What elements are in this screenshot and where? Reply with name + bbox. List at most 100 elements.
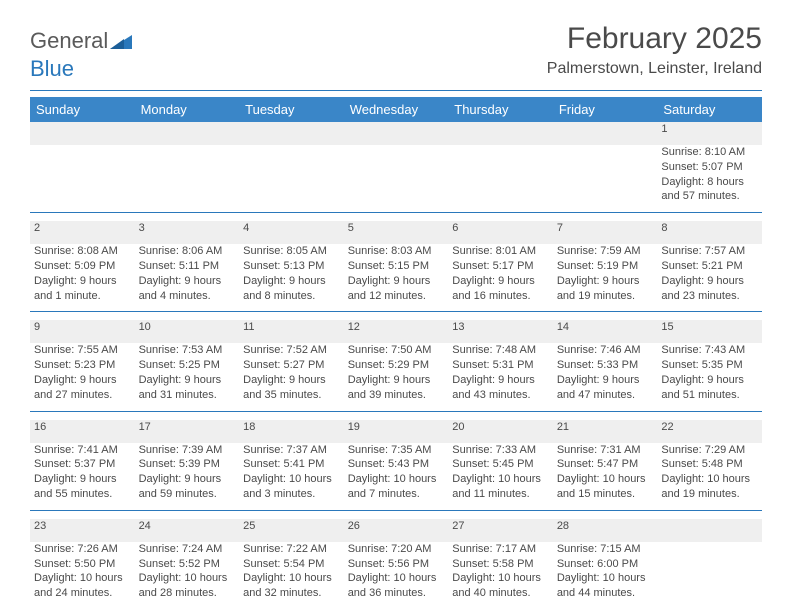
sunset-text: Sunset: 5:27 PM [243,358,340,373]
day-header: Monday [135,97,240,122]
sunrise-text: Sunrise: 7:59 AM [557,244,654,259]
day1-text: Daylight: 9 hours [557,373,654,388]
sunrise-text: Sunrise: 7:52 AM [243,343,340,358]
sunset-text: Sunset: 5:07 PM [661,160,758,175]
day2-text: and 3 minutes. [243,487,340,502]
day-number: 8 [657,221,762,244]
sunset-text: Sunset: 5:35 PM [661,358,758,373]
sunset-text: Sunset: 5:23 PM [34,358,131,373]
day1-text: Daylight: 10 hours [139,571,236,586]
day-cell: Sunrise: 7:59 AMSunset: 5:19 PMDaylight:… [553,244,658,312]
day-number: 19 [344,420,449,443]
sunrise-text: Sunrise: 7:15 AM [557,542,654,557]
title-block: February 2025 Palmerstown, Leinster, Ire… [547,22,762,78]
day-number: 10 [135,320,240,343]
day-cell: Sunrise: 7:41 AMSunset: 5:37 PMDaylight:… [30,443,135,511]
day-number-row: 1 [30,122,762,145]
sunrise-text: Sunrise: 7:55 AM [34,343,131,358]
sunrise-text: Sunrise: 7:48 AM [452,343,549,358]
sunrise-text: Sunrise: 7:24 AM [139,542,236,557]
day2-text: and 44 minutes. [557,586,654,601]
calendar-table: Sunday Monday Tuesday Wednesday Thursday… [30,97,762,609]
day-number: 5 [344,221,449,244]
sunset-text: Sunset: 5:19 PM [557,259,654,274]
day-content-row: Sunrise: 7:55 AMSunset: 5:23 PMDaylight:… [30,343,762,411]
day2-text: and 47 minutes. [557,388,654,403]
sunrise-text: Sunrise: 7:22 AM [243,542,340,557]
sunrise-text: Sunrise: 7:50 AM [348,343,445,358]
day-cell: Sunrise: 7:26 AMSunset: 5:50 PMDaylight:… [30,542,135,609]
day-number [448,122,553,145]
day1-text: Daylight: 10 hours [452,472,549,487]
day-cell: Sunrise: 7:52 AMSunset: 5:27 PMDaylight:… [239,343,344,411]
day-cell: Sunrise: 7:43 AMSunset: 5:35 PMDaylight:… [657,343,762,411]
day-header: Sunday [30,97,135,122]
sunrise-text: Sunrise: 7:57 AM [661,244,758,259]
day-header: Wednesday [344,97,449,122]
sunset-text: Sunset: 5:58 PM [452,557,549,572]
day-content-row: Sunrise: 7:26 AMSunset: 5:50 PMDaylight:… [30,542,762,609]
day-content-row: Sunrise: 7:41 AMSunset: 5:37 PMDaylight:… [30,443,762,511]
day1-text: Daylight: 9 hours [34,274,131,289]
day2-text: and 1 minute. [34,289,131,304]
day-number-row: 16171819202122 [30,420,762,443]
sunrise-text: Sunrise: 7:31 AM [557,443,654,458]
day1-text: Daylight: 9 hours [557,274,654,289]
day-number: 20 [448,420,553,443]
day2-text: and 55 minutes. [34,487,131,502]
day1-text: Daylight: 9 hours [139,274,236,289]
sunrise-text: Sunrise: 8:05 AM [243,244,340,259]
day-header: Tuesday [239,97,344,122]
day-cell: Sunrise: 7:57 AMSunset: 5:21 PMDaylight:… [657,244,762,312]
day-cell [239,145,344,213]
day-cell: Sunrise: 7:22 AMSunset: 5:54 PMDaylight:… [239,542,344,609]
day2-text: and 59 minutes. [139,487,236,502]
day1-text: Daylight: 9 hours [452,274,549,289]
sunrise-text: Sunrise: 7:20 AM [348,542,445,557]
day2-text: and 36 minutes. [348,586,445,601]
sunrise-text: Sunrise: 7:53 AM [139,343,236,358]
sunrise-text: Sunrise: 7:17 AM [452,542,549,557]
day2-text: and 39 minutes. [348,388,445,403]
page-header: General February 2025 Palmerstown, Leins… [0,0,792,86]
day-cell: Sunrise: 7:17 AMSunset: 5:58 PMDaylight:… [448,542,553,609]
day-header-row: Sunday Monday Tuesday Wednesday Thursday… [30,97,762,122]
day-number: 23 [30,519,135,542]
day2-text: and 32 minutes. [243,586,340,601]
day-cell [135,145,240,213]
day1-text: Daylight: 9 hours [243,373,340,388]
day-cell [553,145,658,213]
day1-text: Daylight: 10 hours [348,571,445,586]
day-cell: Sunrise: 8:05 AMSunset: 5:13 PMDaylight:… [239,244,344,312]
day2-text: and 27 minutes. [34,388,131,403]
day-cell: Sunrise: 7:46 AMSunset: 5:33 PMDaylight:… [553,343,658,411]
sunset-text: Sunset: 5:56 PM [348,557,445,572]
day-cell [30,145,135,213]
day-number: 16 [30,420,135,443]
day-number: 11 [239,320,344,343]
day-cell [448,145,553,213]
day-number: 4 [239,221,344,244]
sunset-text: Sunset: 5:31 PM [452,358,549,373]
day2-text: and 19 minutes. [557,289,654,304]
day-number: 18 [239,420,344,443]
day2-text: and 28 minutes. [139,586,236,601]
day1-text: Daylight: 9 hours [452,373,549,388]
sunset-text: Sunset: 5:15 PM [348,259,445,274]
day1-text: Daylight: 10 hours [243,472,340,487]
day1-text: Daylight: 9 hours [34,373,131,388]
sunrise-text: Sunrise: 7:26 AM [34,542,131,557]
day-cell: Sunrise: 8:06 AMSunset: 5:11 PMDaylight:… [135,244,240,312]
day-cell: Sunrise: 7:33 AMSunset: 5:45 PMDaylight:… [448,443,553,511]
header-rule [30,90,762,91]
day1-text: Daylight: 8 hours [661,175,758,190]
day1-text: Daylight: 9 hours [243,274,340,289]
day-number [135,122,240,145]
month-title: February 2025 [547,22,762,56]
day2-text: and 8 minutes. [243,289,340,304]
day-number-row: 2345678 [30,221,762,244]
day-number: 7 [553,221,658,244]
day-header: Friday [553,97,658,122]
day-cell: Sunrise: 8:01 AMSunset: 5:17 PMDaylight:… [448,244,553,312]
sunrise-text: Sunrise: 8:03 AM [348,244,445,259]
